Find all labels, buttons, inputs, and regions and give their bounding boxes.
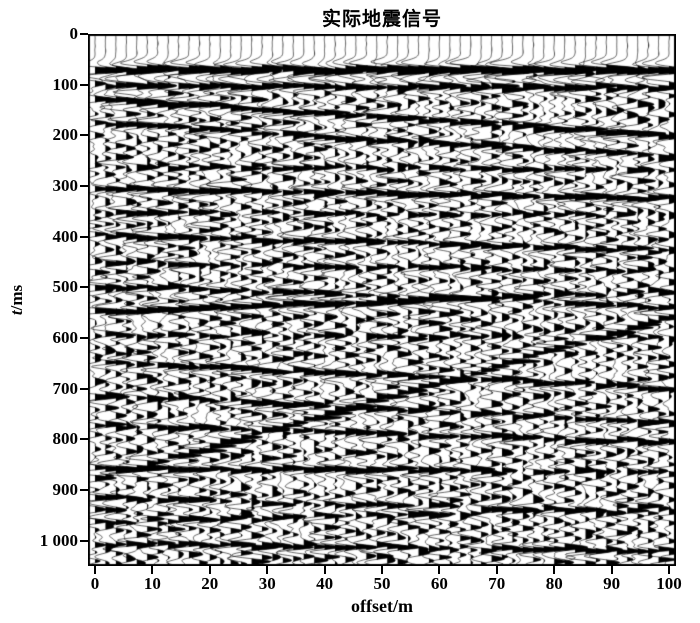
- chart-title: 实际地震信号: [321, 9, 442, 30]
- x-tick-label: 30: [258, 574, 276, 593]
- y-tick-mark: [80, 489, 88, 491]
- x-tick-mark: [668, 566, 670, 574]
- y-tick-label: 1 000: [39, 530, 78, 550]
- plot-area: [88, 34, 676, 566]
- y-tick-label: 800: [52, 429, 79, 449]
- x-tick-label: 20: [201, 574, 219, 593]
- x-tick-mark: [208, 566, 211, 574]
- seismic-wiggle-canvas: [88, 34, 676, 566]
- x-tick-mark: [151, 566, 154, 574]
- y-tick-mark: [80, 539, 88, 542]
- x-tick-label: 50: [373, 574, 391, 593]
- x-axis-label: offset/m: [351, 596, 413, 616]
- x-tick-mark: [553, 566, 556, 574]
- x-tick-label: 90: [603, 574, 621, 593]
- x-tick-label: 40: [316, 574, 334, 593]
- x-tick-label: 80: [545, 574, 563, 593]
- x-tick-label: 100: [656, 574, 682, 593]
- y-tick-mark: [80, 185, 88, 187]
- x-tick-mark: [495, 566, 498, 574]
- y-axis-label-variable: t: [7, 310, 26, 316]
- y-tick-label: 300: [52, 176, 79, 195]
- y-tick-mark: [80, 387, 88, 390]
- x-tick-mark: [610, 566, 613, 574]
- y-tick-label: 100: [52, 74, 79, 94]
- x-tick-label: 0: [90, 574, 100, 593]
- y-tick-mark: [80, 83, 88, 86]
- x-tick-mark: [323, 566, 326, 574]
- x-tick-label: 60: [430, 574, 448, 593]
- y-tick-label: 700: [52, 378, 79, 398]
- x-tick-label: 70: [488, 574, 506, 593]
- x-tick-label: 10: [143, 574, 161, 593]
- y-tick-label: 600: [52, 328, 79, 347]
- y-tick-mark: [80, 235, 88, 238]
- x-tick-mark: [266, 566, 269, 574]
- y-tick-mark: [80, 33, 88, 35]
- y-tick-label: 200: [52, 125, 79, 145]
- y-tick-mark: [80, 438, 88, 441]
- x-tick-mark: [381, 566, 383, 574]
- y-tick-mark: [80, 286, 88, 289]
- y-tick-mark: [80, 337, 88, 339]
- x-tick-mark: [438, 566, 441, 574]
- y-tick-mark: [80, 134, 88, 137]
- y-tick-label: 0: [69, 24, 79, 43]
- x-tick-mark: [94, 566, 96, 574]
- y-tick-label: 900: [52, 480, 79, 499]
- y-tick-label: 500: [52, 277, 79, 297]
- y-tick-label: 400: [52, 226, 79, 246]
